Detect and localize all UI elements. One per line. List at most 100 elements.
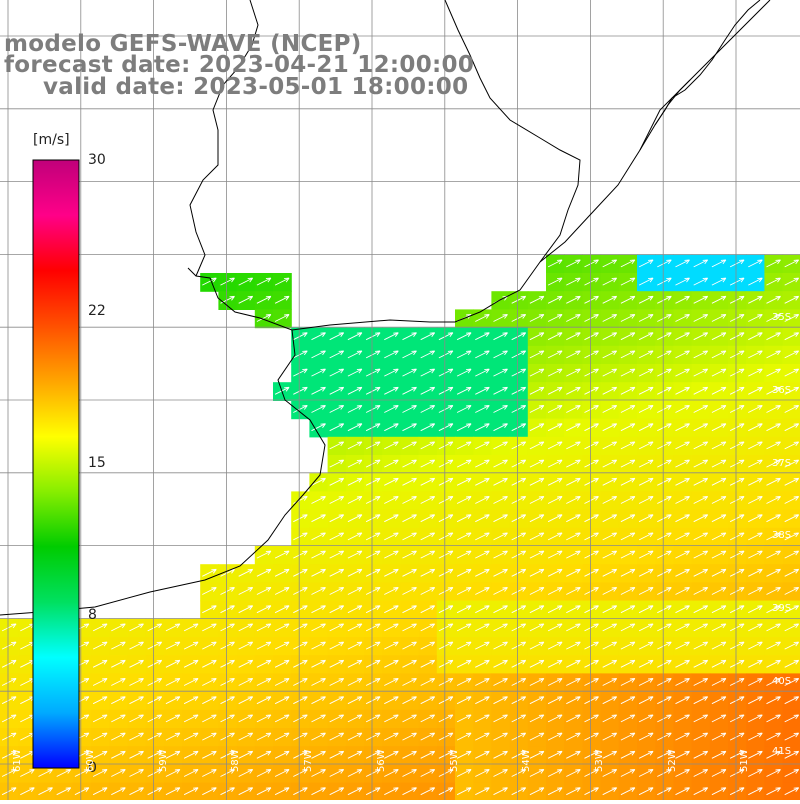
sea-cell — [582, 418, 602, 438]
sea-cell — [400, 600, 420, 620]
sea-cell — [491, 473, 511, 492]
sea-cell — [546, 509, 565, 529]
wind-arrow — [547, 714, 563, 723]
wind-arrow — [547, 568, 563, 577]
sea-field-cells — [0, 254, 800, 802]
wind-arrow — [347, 732, 363, 741]
sea-cell — [309, 746, 329, 765]
sea-cell — [655, 345, 674, 365]
wind-arrow — [693, 732, 709, 741]
wind-arrow — [493, 750, 508, 759]
sea-cell — [764, 691, 784, 711]
sea-cell — [709, 691, 729, 711]
wind-arrow — [420, 568, 436, 577]
sea-cell — [509, 582, 529, 602]
sea-cell — [473, 364, 492, 383]
sea-cell — [600, 709, 620, 729]
wind-arrow — [584, 441, 599, 450]
wind-arrow — [74, 769, 90, 777]
sea-cell — [782, 673, 800, 693]
sea-cell — [673, 418, 693, 438]
wind-arrow — [729, 678, 745, 686]
sea-cell — [691, 418, 711, 438]
sea-cell — [728, 273, 747, 292]
sea-cell — [254, 291, 274, 310]
wind-arrow — [311, 769, 326, 777]
sea-cell — [291, 600, 310, 620]
sea-cell — [309, 564, 329, 583]
wind-arrow — [638, 678, 654, 686]
wind-arrow — [729, 659, 745, 668]
wind-arrow — [456, 732, 472, 741]
wind-arrow — [402, 459, 417, 468]
wind-arrow — [566, 405, 581, 413]
sea-cell — [655, 618, 674, 638]
wind-arrow — [347, 477, 363, 486]
sea-cell — [564, 309, 583, 329]
wind-arrow — [475, 732, 490, 741]
sea-cell — [637, 309, 656, 329]
valid-date: valid date: 2023-05-01 18:00:00 — [43, 74, 469, 100]
wind-arrow — [347, 532, 363, 541]
sea-cell — [163, 728, 183, 747]
sea-cell — [691, 728, 711, 747]
sea-cell — [200, 746, 219, 765]
wind-arrow — [402, 386, 417, 395]
wind-arrow — [129, 750, 144, 759]
sea-cell — [309, 709, 329, 729]
sea-cell — [637, 327, 656, 347]
wind-arrow — [511, 295, 527, 304]
colorbar-tick-label: 22 — [88, 303, 106, 319]
sea-cell — [473, 582, 492, 602]
wind-arrow — [238, 696, 254, 705]
sea-cell — [673, 527, 693, 547]
wind-arrow — [511, 732, 527, 741]
sea-cell — [491, 418, 511, 438]
wind-arrow — [456, 350, 472, 359]
wind-arrow — [365, 550, 381, 559]
sea-cell — [637, 746, 656, 765]
wind-arrow — [784, 696, 800, 705]
sea-cell — [728, 364, 747, 383]
sea-cell — [0, 746, 19, 765]
wind-arrow — [766, 769, 781, 777]
sea-cell — [728, 582, 747, 602]
wind-arrow — [56, 769, 72, 777]
sea-cell — [418, 473, 438, 492]
wind-arrow — [256, 295, 272, 304]
sea-cell — [673, 564, 693, 583]
wind-arrow — [766, 368, 781, 377]
wind-arrow — [729, 496, 745, 504]
sea-cell — [673, 600, 693, 620]
wind-arrow — [384, 732, 399, 741]
sea-cell — [18, 709, 37, 729]
sea-cell — [637, 273, 656, 292]
sea-cell — [782, 509, 800, 529]
wind-arrow — [602, 714, 618, 723]
wind-arrow — [365, 659, 381, 668]
wind-arrow — [584, 623, 599, 632]
wind-arrow — [784, 514, 800, 523]
sea-cell — [782, 473, 800, 492]
wind-arrow — [475, 496, 490, 504]
sea-cell — [309, 673, 329, 693]
wind-arrow — [147, 750, 163, 759]
sea-cell — [273, 273, 292, 292]
wind-arrow — [675, 477, 690, 486]
wind-arrow — [584, 386, 599, 395]
sea-cell — [673, 309, 693, 329]
wind-arrow — [493, 532, 508, 541]
sea-cell — [546, 655, 565, 674]
wind-arrow — [784, 405, 800, 413]
wind-arrow — [657, 641, 672, 650]
wind-arrow — [638, 769, 654, 777]
wind-arrow — [584, 350, 599, 359]
sea-cell — [709, 709, 729, 729]
wind-arrow — [238, 568, 254, 577]
sea-cell — [273, 764, 292, 784]
wind-arrow — [1, 678, 17, 686]
wind-arrow — [529, 405, 545, 413]
wind-arrow — [493, 732, 508, 741]
wind-arrow — [347, 587, 363, 595]
